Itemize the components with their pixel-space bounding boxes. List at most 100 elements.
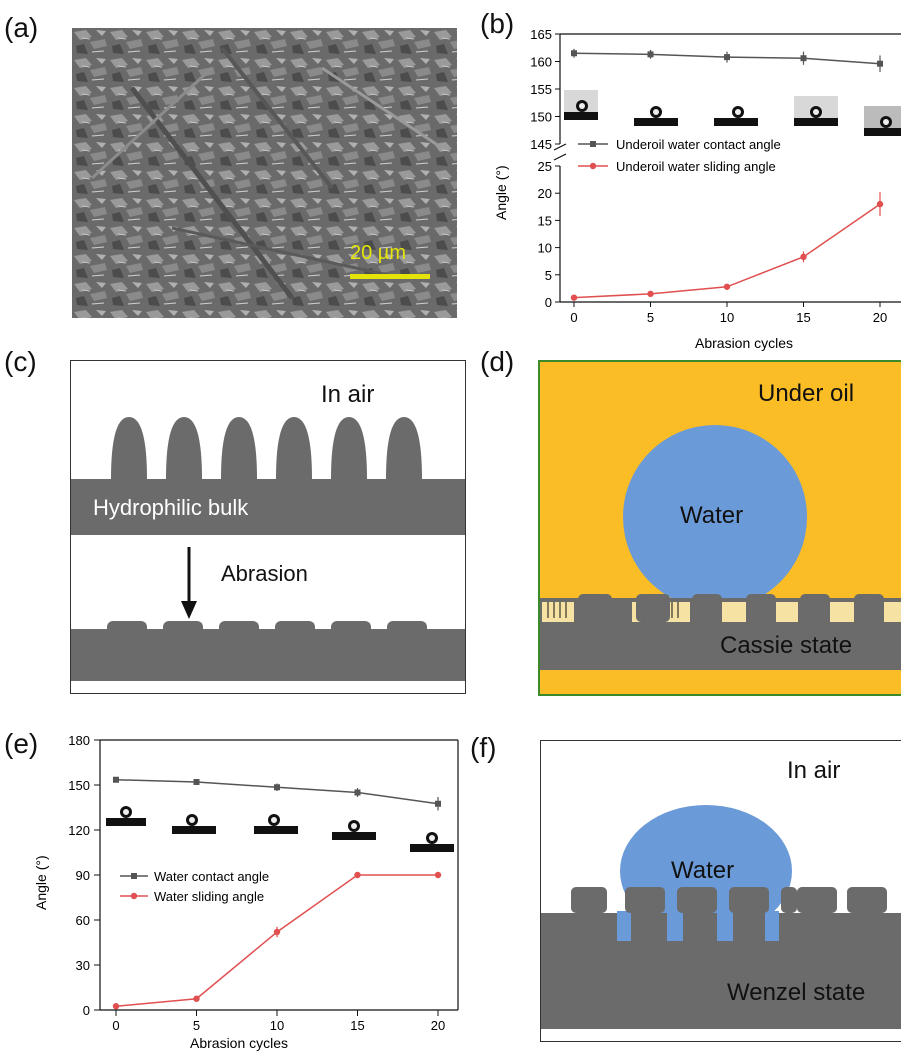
data-point [647, 51, 654, 58]
droplet-inset [254, 814, 298, 834]
data-point [647, 290, 654, 298]
in-air-label: In air [787, 757, 841, 784]
y-tick-label: 165 [530, 27, 552, 42]
x-tick-label: 10 [720, 310, 734, 325]
legend-label: Water contact angle [154, 869, 269, 884]
data-point [435, 800, 441, 807]
y-tick-label: 10 [538, 241, 552, 256]
data-point [724, 54, 730, 61]
hydrophilic-bulk-label: Hydrophilic bulk [93, 495, 249, 520]
chart-b-xlabel: Abrasion cycles [695, 335, 793, 351]
x-tick-label: 10 [270, 1018, 284, 1033]
data-point [113, 776, 119, 783]
chart-e-ylabel: Angle (°) [33, 855, 49, 910]
x-tick-label: 15 [796, 310, 810, 325]
y-tick-label: 160 [530, 55, 552, 70]
y-tick-label: 120 [68, 823, 90, 838]
oil-arrows [547, 602, 679, 618]
x-tick-label: 0 [112, 1018, 119, 1033]
chart-b: 145 150 155 160 165 0 5 10 15 20 25 0 5 10 15 20 Unde… [493, 27, 901, 351]
pillar-row-top [71, 417, 465, 535]
scale-bar-label: 20 µm [350, 242, 406, 264]
scale-bar [350, 274, 430, 279]
x-tick-label: 15 [350, 1018, 364, 1033]
under-oil-label: Under oil [758, 380, 855, 407]
cassie-state-label: Cassie state [720, 632, 853, 659]
pillar-row-bottom [71, 621, 465, 681]
legend-marker [589, 162, 597, 170]
y-tick-label: 150 [530, 110, 552, 125]
chart-e-droplet-insets [106, 806, 454, 852]
legend-label: Water sliding angle [154, 889, 264, 904]
sem-image: 20 µm [72, 28, 457, 318]
schematic-c: In air Hydrophilic bulk Abrasion [70, 360, 466, 694]
droplet-inset [172, 814, 216, 834]
panel-f-label: (f) [470, 732, 497, 763]
droplet-inset [864, 106, 901, 136]
data-point [354, 871, 361, 879]
data-point [434, 871, 442, 879]
droplet-inset [106, 806, 146, 826]
data-point [800, 253, 807, 261]
droplet-inset [794, 96, 838, 126]
panel-e-label: (e) [4, 728, 39, 759]
y-tick-label: 5 [545, 268, 552, 283]
schematic-d: Under oil Water Cassie state [538, 360, 901, 696]
chart-b-ylabel: Angle (°) [493, 165, 509, 220]
data-point [193, 779, 200, 785]
water-droplet [623, 425, 807, 609]
droplet-inset [564, 90, 598, 120]
chart-e-xlabel: Abrasion cycles [190, 1035, 288, 1051]
legend-marker [131, 873, 137, 879]
droplet-inset [410, 832, 454, 852]
panel-c-label: (c) [4, 346, 37, 377]
y-tick-label: 145 [530, 137, 552, 152]
data-point [570, 294, 578, 301]
data-point [112, 1003, 120, 1010]
x-tick-label: 20 [431, 1018, 445, 1033]
water-label: Water [671, 857, 735, 884]
y-tick-label: 90 [76, 868, 90, 883]
legend-marker [130, 892, 138, 900]
data-point [877, 60, 883, 67]
data-point [193, 995, 200, 1002]
wenzel-state-label: Wenzel state [727, 979, 866, 1006]
legend-label: Underoil water sliding angle [616, 159, 776, 174]
data-point [273, 928, 281, 936]
x-tick-label: 5 [647, 310, 654, 325]
water-label: Water [680, 502, 744, 529]
y-tick-label: 15 [538, 213, 552, 228]
y-tick-label: 155 [530, 82, 552, 97]
in-air-label: In air [321, 381, 375, 408]
data-point [274, 784, 280, 791]
x-tick-label: 0 [570, 310, 577, 325]
chart-e: 0 30 60 90 120 150 180 0 5 10 15 20 Water contact … [33, 733, 459, 1051]
abrasion-label: Abrasion [221, 561, 308, 586]
panel-a-label: (a) [4, 12, 39, 43]
legend-label: Underoil water contact angle [616, 137, 781, 152]
data-point [571, 50, 577, 57]
axis-break-mark-top [553, 143, 567, 151]
data-point [354, 789, 361, 796]
x-tick-label: 5 [193, 1018, 200, 1033]
panel-b-label: (b) [480, 8, 515, 39]
panel-d-label: (d) [480, 346, 515, 377]
series-line [115, 779, 439, 805]
droplet-inset [714, 96, 758, 126]
legend-marker [590, 141, 596, 147]
y-tick-label: 30 [76, 958, 90, 973]
y-tick-label: 0 [545, 295, 552, 310]
y-tick-label: 20 [538, 186, 552, 201]
y-tick-label: 150 [68, 778, 90, 793]
x-tick-label: 20 [873, 310, 887, 325]
droplet-inset [634, 96, 678, 126]
droplet-inset [332, 820, 376, 840]
y-tick-label: 180 [68, 733, 90, 748]
data-point [876, 200, 884, 208]
chart-b-droplet-insets [564, 90, 901, 136]
axis-break-mark-bottom [553, 153, 567, 161]
schematic-f: In air Water Wenzel state [540, 740, 901, 1042]
data-point [723, 283, 731, 290]
data-point [800, 55, 807, 62]
y-tick-label: 60 [76, 913, 90, 928]
